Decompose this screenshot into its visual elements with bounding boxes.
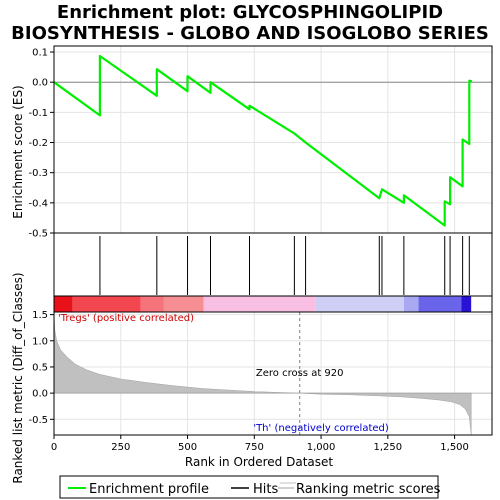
metric-plot-area bbox=[54, 312, 492, 435]
es-y-tick-label: -0.4 bbox=[28, 198, 48, 209]
heatmap-segment bbox=[163, 296, 204, 312]
metric-y-tick-label: 1.0 bbox=[32, 336, 48, 347]
ranking-metric-panel: 1.5 1.0 0.5 0.0 -0.5 Zero cross at 920 'Tregs'… bbox=[28, 310, 493, 453]
heatmap-segment bbox=[72, 296, 141, 312]
heatmap-segment bbox=[418, 296, 462, 312]
enrichment-profile-line bbox=[53, 54, 473, 227]
heatmap-segment bbox=[403, 296, 419, 312]
enrichment-score-panel: 0.1 0.0 -0.1 -0.2 -0.3 -0.4 -0.5 bbox=[28, 45, 493, 240]
metric-y-tick-label: 1.5 bbox=[32, 310, 48, 321]
heatmap-segment bbox=[203, 296, 316, 312]
es-y-tick-label: -0.3 bbox=[28, 168, 48, 179]
x-tick-label: 0 bbox=[51, 442, 57, 453]
x-tick-label: 500 bbox=[178, 442, 197, 453]
legend-box bbox=[59, 475, 439, 499]
hits-panel bbox=[53, 232, 493, 313]
es-y-tick-label: 0.0 bbox=[32, 78, 48, 89]
es-y-axis-label: Enrichment score (ES) bbox=[11, 85, 25, 218]
heatmap-segment bbox=[140, 296, 164, 312]
metric-y-tick-label: -0.5 bbox=[28, 415, 48, 426]
metric-frame bbox=[53, 311, 493, 436]
heatmap-segment bbox=[315, 296, 404, 312]
es-y-tick-label: -0.5 bbox=[28, 229, 48, 240]
metric-y-axis-label: Ranked list metric (Diff_of_Classes) bbox=[11, 272, 25, 483]
chart-title-line-2: BIOSYNTHESIS - GLOBO AND ISOGLOBO SERIES bbox=[11, 23, 489, 44]
metric-y-tick-label: 0.5 bbox=[32, 362, 48, 373]
es-y-tick-label: -0.1 bbox=[28, 108, 48, 119]
x-tick-label: 1,500 bbox=[440, 442, 469, 453]
ranking-metric-area bbox=[53, 311, 472, 436]
heatmap-segment bbox=[54, 296, 73, 312]
legend-es-label: Enrichment profile bbox=[89, 482, 209, 497]
es-y-tick-label: -0.2 bbox=[28, 138, 48, 149]
zero-cross-label: Zero cross at 920 bbox=[256, 368, 344, 379]
hits-frame bbox=[53, 232, 493, 297]
x-axis-label: Rank in Ordered Dataset bbox=[185, 455, 333, 469]
heatmap-segment bbox=[461, 296, 472, 312]
negative-class-label: 'Th' (negatively correlated) bbox=[253, 423, 389, 434]
x-tick-label: 1,250 bbox=[374, 442, 403, 453]
x-tick-label: 1,000 bbox=[307, 442, 336, 453]
x-tick-label: 250 bbox=[111, 442, 130, 453]
positive-class-label: 'Tregs' (positive correlated) bbox=[58, 313, 194, 324]
metric-y-tick-label: 0.0 bbox=[32, 389, 48, 400]
legend-hits-label: Hits bbox=[253, 482, 278, 497]
es-plot-area bbox=[54, 46, 492, 233]
legend-metric-label: Ranking metric scores bbox=[296, 482, 441, 497]
legend: Enrichment profile Hits Ranking metric s… bbox=[59, 475, 441, 499]
chart-title-line-1: Enrichment plot: GLYCOSPHINGOLIPID bbox=[57, 2, 443, 23]
es-y-tick-label: 0.1 bbox=[32, 48, 48, 59]
x-tick-label: 750 bbox=[245, 442, 264, 453]
